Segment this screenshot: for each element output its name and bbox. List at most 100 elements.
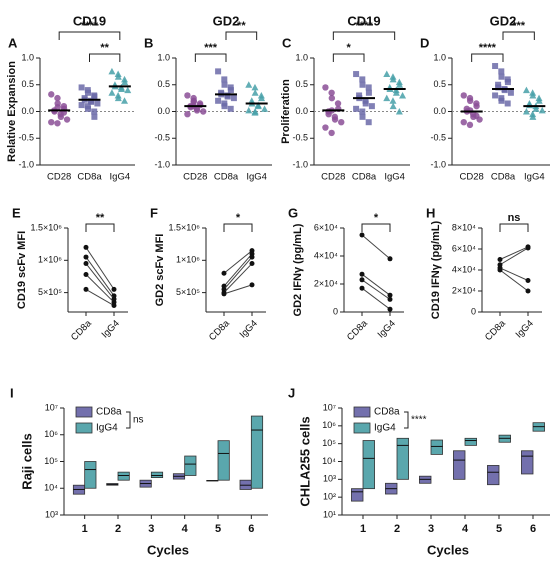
panel-title: GD2 — [213, 13, 240, 28]
data-point — [504, 79, 511, 86]
data-point — [460, 92, 467, 99]
data-point — [221, 76, 228, 83]
x-tick-label: 1 — [82, 523, 88, 535]
x-tick-label: 2 — [394, 523, 400, 535]
significance-bracket — [89, 53, 121, 62]
significance-bracket — [223, 223, 253, 232]
y-tick-label: -1.0 — [430, 159, 446, 169]
legend-bracket — [404, 411, 409, 429]
legend-label: CD8a — [374, 407, 400, 418]
y-tick-label: 0.5 — [157, 79, 170, 89]
y-tick-label: 1.0 — [433, 52, 446, 62]
data-point — [48, 91, 55, 98]
data-point — [227, 105, 234, 112]
significance-label: * — [236, 212, 241, 224]
data-point — [538, 106, 546, 114]
legend-label: CD8a — [96, 407, 122, 418]
x-tick-label: CD28 — [321, 172, 345, 183]
x-tick-label: CD8a — [491, 172, 516, 183]
legend-bracket — [126, 411, 131, 429]
y-tick-label: 1.0 — [157, 52, 170, 62]
data-point — [535, 97, 543, 104]
range-bar — [453, 450, 466, 480]
significance-bracket — [332, 31, 396, 40]
data-point — [529, 113, 537, 120]
y-tick-label: 4×10⁴ — [314, 250, 338, 260]
data-point — [383, 70, 391, 78]
data-point — [124, 86, 132, 94]
data-point — [85, 105, 91, 112]
pair-line — [223, 263, 253, 293]
significance-label: ns — [508, 212, 521, 224]
data-point — [529, 91, 537, 99]
data-point — [83, 261, 89, 267]
panel-letter: A — [8, 35, 18, 50]
data-point — [507, 89, 514, 96]
x-tick-label: 5 — [215, 523, 221, 535]
data-point — [54, 104, 61, 111]
data-point — [389, 75, 397, 83]
x-tick-label: 4 — [182, 523, 189, 535]
data-point — [359, 285, 365, 291]
range-bar — [430, 439, 443, 455]
panel-title: CD19 — [347, 13, 380, 28]
significance-bracket — [361, 223, 391, 232]
range-bar — [362, 440, 375, 490]
data-point — [492, 63, 499, 70]
data-point — [525, 278, 531, 283]
data-point — [460, 119, 467, 126]
y-tick-label: 1.5×10⁶ — [31, 222, 63, 232]
y-tick-label: 5×10⁵ — [176, 287, 200, 297]
y-tick-label: -0.5 — [430, 133, 446, 143]
data-point — [88, 98, 95, 105]
panel-letter: G — [288, 205, 298, 220]
panel-letter: B — [144, 35, 153, 50]
data-point — [114, 94, 122, 102]
data-point — [338, 119, 345, 126]
data-point — [91, 93, 98, 100]
data-point — [108, 89, 116, 96]
significance-label: **** — [81, 20, 99, 32]
x-tick-label: 3 — [428, 523, 434, 535]
significance-label: *** — [512, 20, 526, 32]
range-bar — [487, 465, 500, 486]
panel-letter: H — [426, 205, 435, 220]
data-point — [227, 87, 234, 94]
x-tick-label: 6 — [530, 523, 536, 535]
data-point — [532, 105, 540, 112]
data-point — [522, 86, 530, 94]
y-axis-label: Proliferation — [280, 79, 292, 144]
range-bar — [150, 471, 164, 479]
data-point — [365, 89, 372, 96]
data-point — [383, 94, 391, 102]
data-point — [118, 85, 126, 93]
data-point — [368, 103, 375, 110]
data-point — [121, 78, 129, 86]
y-tick-label: 0.0 — [157, 106, 170, 116]
y-tick-label: 0.0 — [21, 106, 34, 116]
data-point — [353, 105, 360, 112]
x-axis-label: Cycles — [427, 542, 469, 557]
panel-letter: D — [420, 35, 429, 50]
x-tick-label: CD28 — [183, 172, 207, 183]
data-point — [111, 286, 117, 292]
data-point — [108, 67, 116, 75]
y-tick-label: 10⁵ — [44, 456, 58, 466]
data-point — [387, 256, 393, 262]
data-point — [396, 81, 404, 88]
y-tick-label: -0.5 — [18, 133, 34, 143]
significance-label: ** — [237, 20, 246, 32]
data-point — [249, 282, 255, 288]
x-tick-label: 6 — [248, 523, 254, 535]
data-point — [387, 306, 393, 312]
data-point — [184, 92, 191, 99]
data-point — [111, 303, 117, 309]
pair-line — [223, 256, 253, 290]
data-point — [251, 108, 259, 115]
data-point — [249, 261, 255, 267]
y-tick-label: 10⁷ — [45, 402, 58, 412]
data-point — [328, 89, 335, 96]
data-point — [215, 97, 222, 104]
x-tick-label: 2 — [115, 523, 121, 535]
data-point — [359, 81, 366, 88]
